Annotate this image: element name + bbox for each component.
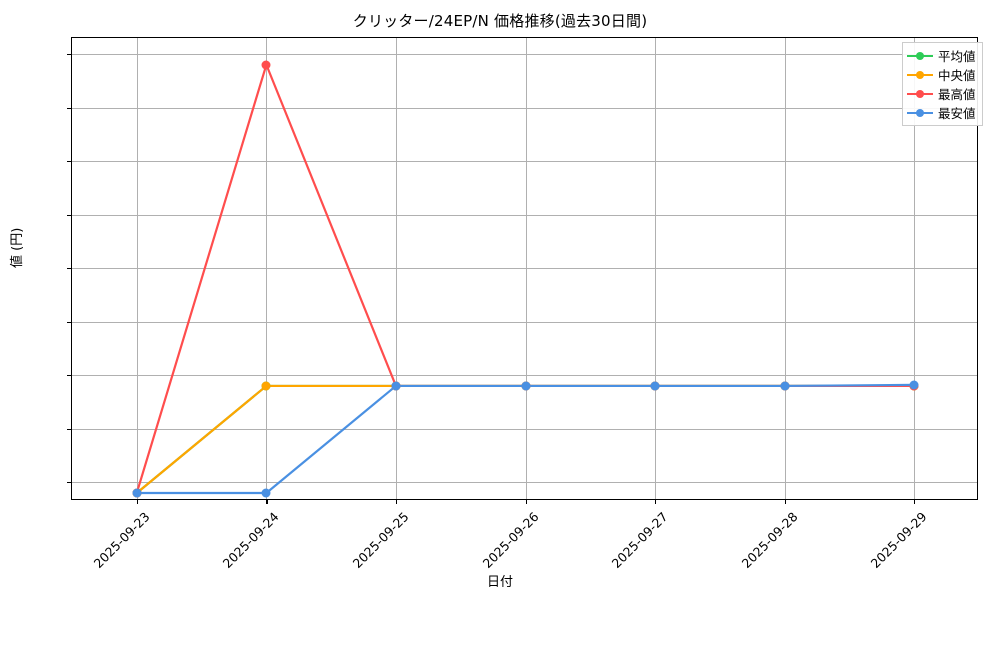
gridline-horizontal — [72, 428, 977, 430]
gridline-vertical — [395, 38, 397, 499]
series-data-point — [261, 60, 271, 70]
x-tick-mark — [914, 499, 916, 504]
legend-swatch-icon — [907, 69, 933, 81]
x-axis-label: 日付 — [486, 575, 513, 590]
series-line — [135, 384, 916, 495]
x-tick-mark — [525, 499, 527, 504]
x-tick-mark — [655, 499, 657, 504]
y-tick-mark — [67, 268, 72, 270]
x-tick-mark — [266, 499, 268, 504]
y-tick-mark — [67, 375, 72, 377]
y-tick-mark — [67, 161, 72, 163]
gridline-vertical — [914, 38, 916, 499]
legend-swatch-icon — [907, 50, 933, 62]
gridline-horizontal — [72, 161, 977, 163]
gridline-vertical — [655, 38, 657, 499]
legend-swatch-icon — [907, 107, 933, 119]
gridline-horizontal — [72, 268, 977, 270]
gridline-horizontal — [72, 54, 977, 56]
series-data-point — [132, 488, 142, 498]
gridline-vertical — [525, 38, 527, 499]
y-tick-mark — [67, 321, 72, 323]
chart-legend: 平均値中央値最高値最安値 — [902, 42, 983, 126]
series-data-point — [261, 488, 271, 498]
gridline-horizontal — [72, 482, 977, 484]
legend-item[interactable]: 最安値 — [907, 103, 976, 122]
legend-label: 最高値 — [938, 87, 976, 102]
gridline-horizontal — [72, 107, 977, 109]
legend-label: 平均値 — [938, 49, 976, 64]
y-tick-mark — [67, 428, 72, 430]
plot-area — [67, 37, 978, 504]
series-data-point — [780, 381, 790, 391]
series-data-point — [909, 380, 919, 390]
series-data-point — [650, 381, 660, 391]
legend-label: 中央値 — [938, 68, 976, 83]
legend-item[interactable]: 平均値 — [907, 46, 976, 65]
legend-swatch-icon — [907, 88, 933, 100]
y-tick-mark — [67, 482, 72, 484]
series-data-point — [521, 381, 530, 391]
gridline-horizontal — [72, 375, 977, 377]
series-line — [135, 63, 916, 495]
gridline-vertical — [136, 38, 138, 499]
y-tick-mark — [67, 54, 72, 56]
legend-label: 最安値 — [938, 106, 976, 121]
series-data-point — [261, 381, 271, 391]
series-data-point — [391, 381, 401, 391]
price-history-chart: クリッター/24EP/N 価格推移(過去30日間) 値 (円) 日付 20030… — [10, 12, 983, 590]
y-tick-mark — [67, 107, 72, 109]
gridline-horizontal — [72, 321, 977, 323]
y-axis-label: 値 (円) — [10, 227, 25, 268]
series-line — [135, 383, 916, 495]
x-tick-mark — [136, 499, 138, 504]
legend-item[interactable]: 最高値 — [907, 84, 976, 103]
gridline-horizontal — [72, 214, 977, 216]
gridline-vertical — [266, 38, 268, 499]
x-tick-mark — [395, 499, 398, 504]
y-tick-mark — [67, 214, 72, 216]
legend-item[interactable]: 中央値 — [907, 65, 976, 84]
chart-title: クリッター/24EP/N 価格推移(過去30日間) — [352, 12, 648, 30]
series-line — [135, 384, 916, 495]
series-lines — [135, 63, 916, 495]
gridline-vertical — [784, 38, 786, 499]
x-tick-mark — [784, 499, 786, 504]
